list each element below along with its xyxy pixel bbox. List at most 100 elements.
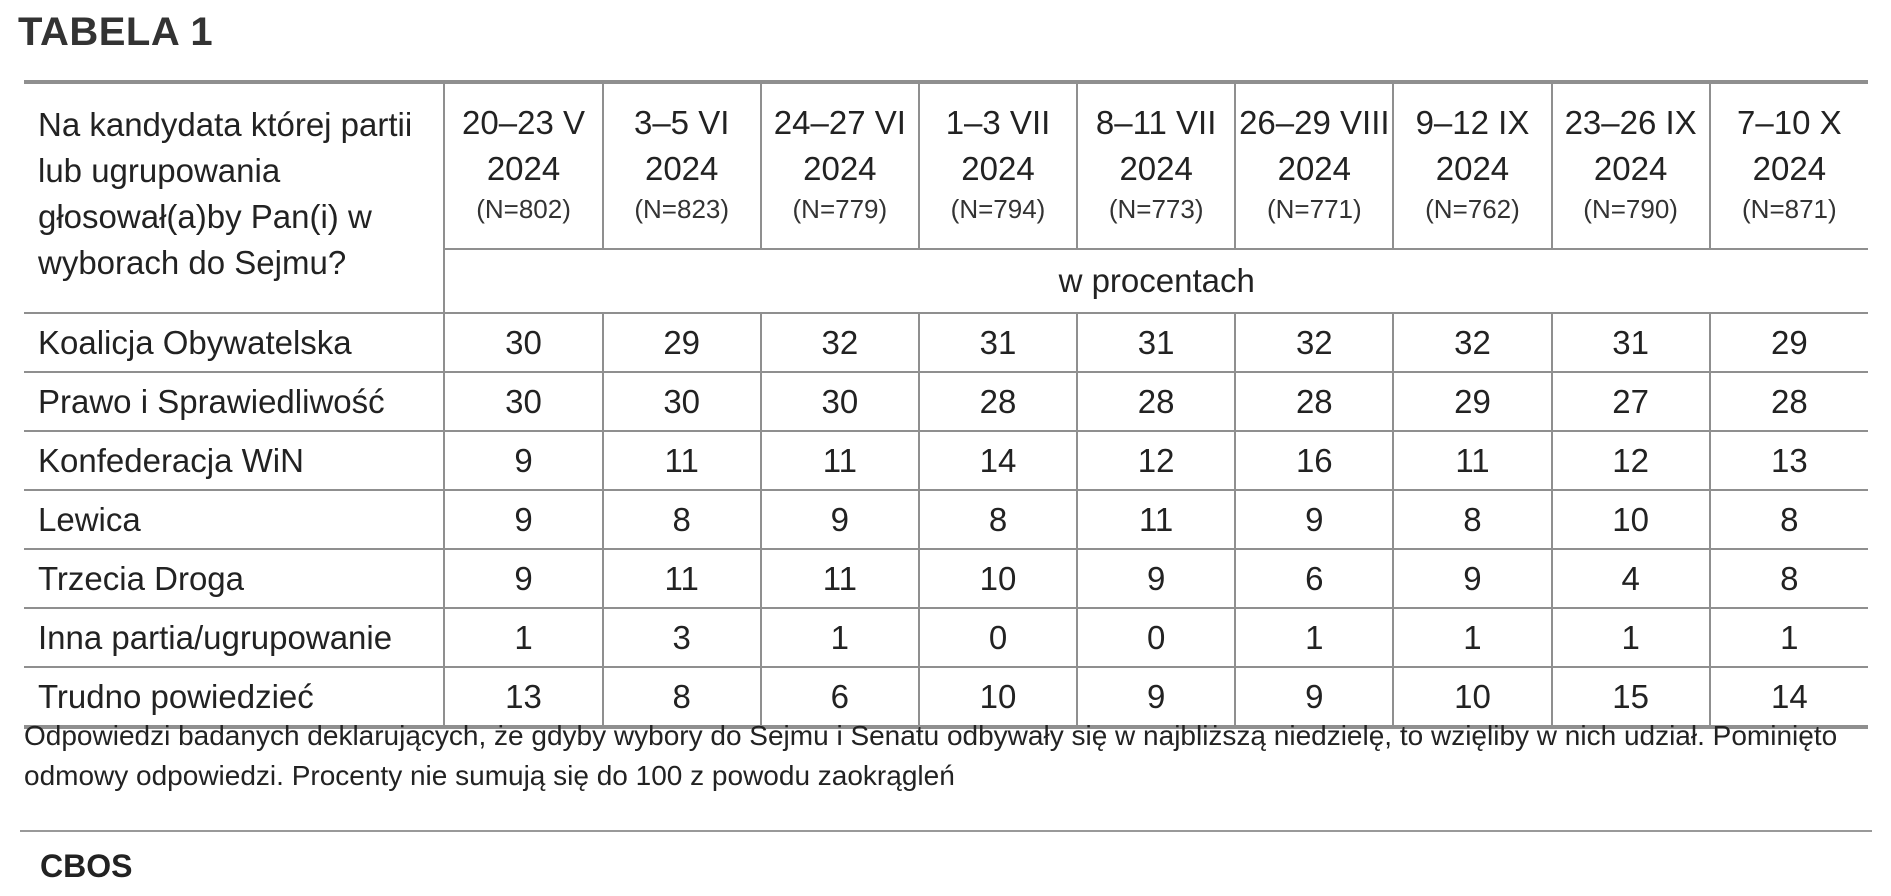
table-cell: 1 [443, 607, 603, 667]
table-cell: 8 [601, 666, 761, 729]
column-header: 1–3 VII 2024 (N=794) [917, 80, 1078, 250]
table-title: TABELA 1 [18, 10, 214, 54]
table-cell: 8 [601, 489, 761, 549]
table-cell: 8 [1392, 489, 1552, 549]
table-body: Na kandydata której partii lub ugrupowan… [24, 80, 1868, 729]
divider [20, 830, 1872, 832]
table-cell: 29 [1708, 312, 1868, 372]
column-header: 3–5 VI 2024 (N=823) [601, 80, 761, 250]
column-header: 20–23 V 2024 (N=802) [443, 80, 603, 250]
table-cell: 8 [917, 489, 1078, 549]
column-header: 24–27 VI 2024 (N=779) [759, 80, 919, 250]
column-dates: 9–12 IX 2024 [1415, 104, 1530, 187]
table-cell: 4 [1550, 548, 1710, 608]
row-label: Prawo i Sprawiedliwość [24, 371, 445, 431]
table-cell: 12 [1076, 430, 1236, 490]
row-label: Koalicja Obywatelska [24, 312, 445, 372]
table-cell: 16 [1234, 430, 1394, 490]
table-cell: 29 [1392, 371, 1552, 431]
table-cell: 28 [1708, 371, 1868, 431]
table-cell: 32 [1234, 312, 1394, 372]
table-cell: 11 [759, 430, 919, 490]
table-cell: 1 [1392, 607, 1552, 667]
source-label: CBOS [40, 848, 133, 884]
table-cell: 12 [1550, 430, 1710, 490]
table-cell: 8 [1708, 548, 1868, 608]
table-cell: 9 [1234, 489, 1394, 549]
column-sample-size: (N=823) [634, 194, 730, 224]
column-sample-size: (N=802) [476, 194, 571, 224]
table-cell: 3 [601, 607, 761, 667]
table-cell: 11 [601, 430, 761, 490]
table-cell: 8 [1708, 489, 1868, 549]
table-cell: 31 [1076, 312, 1236, 372]
column-dates: 8–11 VII 2024 [1095, 104, 1217, 187]
column-header: 7–10 X 2024 (N=871) [1708, 80, 1868, 250]
table-cell: 15 [1550, 666, 1710, 729]
table-cell: 30 [759, 371, 919, 431]
column-sample-size: (N=762) [1425, 194, 1520, 224]
table-cell: 6 [1234, 548, 1394, 608]
column-sample-size: (N=779) [792, 194, 888, 224]
table-cell: 1 [759, 607, 919, 667]
row-label: Trudno powiedzieć [24, 666, 445, 729]
table-cell: 10 [917, 548, 1078, 608]
table-cell: 9 [443, 548, 603, 608]
table-row: Koalicja Obywatelska 30 29 32 31 31 32 32 31 29 [24, 312, 1868, 372]
footnote: Odpowiedzi badanych deklarujących, że gd… [24, 720, 1838, 791]
table-cell: 9 [1234, 666, 1394, 729]
table-cell: 14 [1708, 666, 1868, 729]
question-header: Na kandydata której partii lub ugrupowan… [24, 80, 445, 313]
table-cell: 9 [1076, 666, 1236, 729]
table-cell: 14 [917, 430, 1078, 490]
table-cell: 28 [1076, 371, 1236, 431]
table-row: Trudno powiedzieć 13 8 6 10 9 9 10 15 14 [24, 666, 1868, 729]
table-cell: 9 [443, 489, 603, 549]
survey-table: Na kandydata której partii lub ugrupowan… [24, 80, 1868, 729]
header-row: Na kandydata której partii lub ugrupowan… [24, 80, 1868, 313]
table-cell: 28 [1234, 371, 1394, 431]
table-cell: 0 [1076, 607, 1236, 667]
column-dates: 7–10 X 2024 [1737, 104, 1842, 187]
table-row: Konfederacja WiN 9 11 11 14 12 16 11 12 13 [24, 430, 1868, 490]
column-dates: 3–5 VI 2024 [633, 104, 730, 187]
table-cell: 30 [443, 371, 603, 431]
column-sample-size: (N=794) [950, 194, 1046, 224]
table-cell: 31 [1550, 312, 1710, 372]
table-cell: 1 [1550, 607, 1710, 667]
table-cell: 0 [917, 607, 1078, 667]
table-row: Trzecia Droga 9 11 11 10 9 6 9 4 8 [24, 548, 1868, 608]
unit-row: w procentach [24, 249, 1868, 313]
table-cell: 30 [443, 312, 603, 372]
table-cell: 11 [1076, 489, 1236, 549]
table-cell: 10 [1550, 489, 1710, 549]
table-row: Inna partia/ugrupowanie 1 3 1 0 0 1 1 1 1 [24, 607, 1868, 667]
table-cell: 1 [1708, 607, 1868, 667]
table-cell: 10 [917, 666, 1078, 729]
table-cell: 30 [601, 371, 761, 431]
column-sample-size: (N=871) [1742, 194, 1837, 224]
table-cell: 31 [917, 312, 1078, 372]
table-cell: 9 [1076, 548, 1236, 608]
row-label: Konfederacja WiN [24, 430, 445, 490]
table-cell: 6 [759, 666, 919, 729]
table-cell: 28 [917, 371, 1078, 431]
table-cell: 32 [1392, 312, 1552, 372]
table-cell: 32 [759, 312, 919, 372]
row-label: Inna partia/ugrupowanie [24, 607, 445, 667]
column-header: 8–11 VII 2024 (N=773) [1076, 80, 1236, 250]
table-cell: 1 [1234, 607, 1394, 667]
column-dates: 26–29 VIII 2024 [1239, 104, 1390, 187]
table-cell: 9 [443, 430, 603, 490]
table-cell: 9 [759, 489, 919, 549]
column-header: 23–26 IX 2024 (N=790) [1550, 80, 1710, 250]
table-row: Prawo i Sprawiedliwość 30 30 30 28 28 28 29 27 28 [24, 371, 1868, 431]
column-header: 26–29 VIII 2024 (N=771) [1234, 80, 1394, 250]
table-cell: 27 [1550, 371, 1710, 431]
column-dates: 24–27 VI 2024 [773, 104, 906, 187]
table-cell: 29 [601, 312, 761, 372]
table-cell: 11 [759, 548, 919, 608]
row-label: Trzecia Droga [24, 548, 445, 608]
column-dates: 1–3 VII 2024 [945, 104, 1051, 187]
column-sample-size: (N=771) [1266, 194, 1362, 224]
